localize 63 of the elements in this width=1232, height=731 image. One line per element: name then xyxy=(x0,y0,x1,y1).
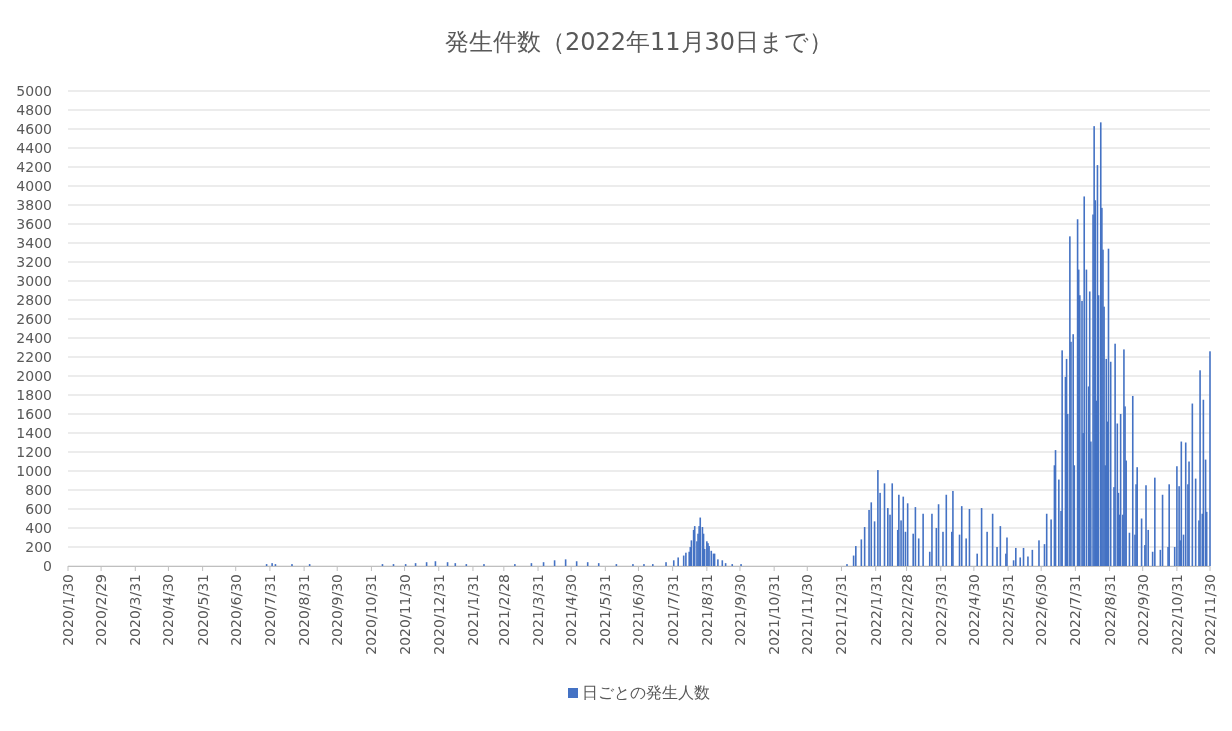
x-tick-label: 2020/12/31 xyxy=(430,574,447,655)
x-tick-label: 2020/8/31 xyxy=(296,574,313,646)
x-tick-label: 2021/7/31 xyxy=(664,574,681,646)
x-tick-label: 2020/9/30 xyxy=(329,574,346,646)
x-tick-label: 2022/3/31 xyxy=(932,574,949,646)
x-tick-label: 2021/11/30 xyxy=(799,574,816,655)
y-tick-label: 3200 xyxy=(16,254,52,270)
y-tick-label: 2000 xyxy=(16,368,52,384)
x-tick-label: 2022/10/31 xyxy=(1168,574,1185,655)
x-tick-label: 2020/2/29 xyxy=(93,574,110,646)
legend-label: 日ごとの発生人数 xyxy=(582,683,710,702)
y-tick-label: 1600 xyxy=(16,406,52,422)
x-tick-label: 2021/12/31 xyxy=(833,574,850,655)
x-tick-label: 2022/11/30 xyxy=(1202,574,1218,655)
x-tick-label: 2021/1/31 xyxy=(464,574,481,646)
y-tick-label: 2800 xyxy=(16,292,52,308)
y-tick-label: 2600 xyxy=(16,311,52,327)
x-tick-label: 2022/8/31 xyxy=(1101,574,1118,646)
x-tick-label: 2021/5/31 xyxy=(597,574,614,646)
x-tick-label: 2022/1/31 xyxy=(867,574,884,646)
x-tick-label: 2020/1/30 xyxy=(60,574,76,646)
x-tick-label: 2021/4/30 xyxy=(563,574,580,646)
y-tick-label: 1400 xyxy=(16,425,52,441)
x-tick-label: 2020/11/30 xyxy=(396,574,413,655)
y-tick-label: 800 xyxy=(25,482,52,498)
x-tick-label: 2020/3/31 xyxy=(127,574,144,646)
y-tick-label: 600 xyxy=(25,501,52,517)
y-tick-label: 3400 xyxy=(16,235,52,251)
y-tick-label: 1200 xyxy=(16,444,52,460)
x-tick-label: 2021/3/31 xyxy=(530,574,547,646)
y-tick-label: 3000 xyxy=(16,273,52,289)
y-tick-label: 2200 xyxy=(16,349,52,365)
y-tick-label: 2400 xyxy=(16,330,52,346)
chart-title: 発生件数（2022年11月30日まで） xyxy=(444,28,834,56)
x-tick-label: 2022/7/31 xyxy=(1067,574,1084,646)
x-tick-label: 2021/8/31 xyxy=(698,574,715,646)
x-tick-label: 2021/9/30 xyxy=(731,574,748,646)
y-tick-label: 4800 xyxy=(16,102,52,118)
y-tick-label: 200 xyxy=(25,539,52,555)
x-tick-label: 2021/6/30 xyxy=(630,574,647,646)
x-tick-label: 2020/7/31 xyxy=(261,574,278,646)
y-tick-label: 3800 xyxy=(16,197,52,213)
x-tick-label: 2022/9/30 xyxy=(1134,574,1151,646)
x-tick-label: 2021/10/31 xyxy=(766,574,783,655)
x-tick-label: 2021/2/28 xyxy=(495,574,512,646)
y-tick-label: 1000 xyxy=(16,463,52,479)
x-tick-label: 2020/4/30 xyxy=(160,574,177,646)
y-tick-label: 5000 xyxy=(16,83,52,99)
y-tick-label: 0 xyxy=(43,558,52,574)
y-tick-label: 4600 xyxy=(16,121,52,137)
x-tick-label: 2022/6/30 xyxy=(1033,574,1050,646)
y-tick-label: 3600 xyxy=(16,216,52,232)
x-tick-label: 2020/10/31 xyxy=(363,574,380,655)
x-tick-label: 2020/5/31 xyxy=(194,574,211,646)
y-tick-label: 400 xyxy=(25,520,52,536)
y-tick-label: 4400 xyxy=(16,140,52,156)
y-tick-label: 4200 xyxy=(16,159,52,175)
x-tick-label: 2022/5/31 xyxy=(1000,574,1017,646)
y-tick-label: 4000 xyxy=(16,178,52,194)
x-tick-label: 2022/4/30 xyxy=(965,574,982,646)
x-tick-label: 2022/2/28 xyxy=(898,574,915,646)
x-tick-label: 2020/6/30 xyxy=(227,574,244,646)
y-tick-label: 1800 xyxy=(16,387,52,403)
